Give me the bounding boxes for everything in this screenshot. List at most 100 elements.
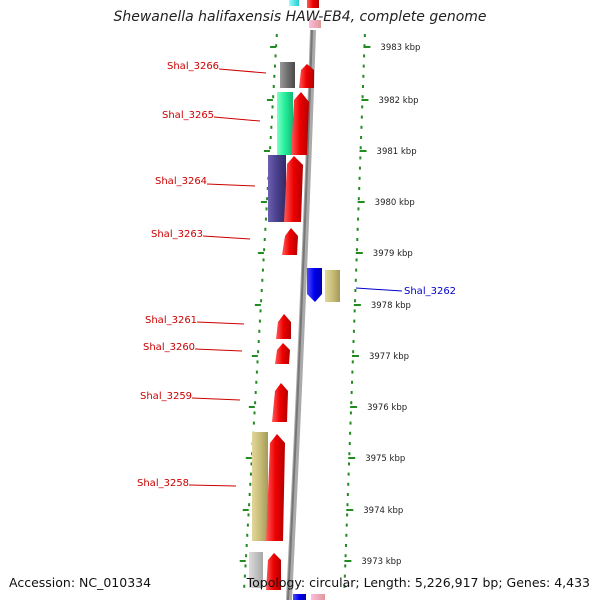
tick-dot [258,329,261,333]
tick-dot [243,584,246,588]
major-tick [351,355,359,357]
tick-label: 3973 kbp [361,557,401,567]
tick-dot [353,309,356,313]
tick-dot [350,401,353,405]
tick-dot [354,289,357,292]
gene-leader-line [213,116,261,122]
gene-label-shal-3263[interactable]: Shal_3263 [151,229,203,240]
tick-dot [362,74,365,78]
tick-dot [352,329,355,333]
feature-bottom-pink [311,594,325,600]
tick-dot [272,85,275,88]
tick-dot [275,44,278,48]
major-tick [361,99,369,101]
major-tick [260,201,267,203]
gene-arrow-shal-3263 [282,228,298,255]
tick-dot [271,105,274,109]
tick-dot [355,248,358,252]
tick-dot [352,350,355,354]
tick-dot [256,360,259,364]
major-tick [357,201,365,203]
cog-block-shal-3264 [268,155,286,222]
tick-dot [363,34,366,37]
tick-dot [254,391,257,394]
major-tick [350,406,358,408]
tick-dot [343,574,346,578]
tick-dot [245,554,248,558]
tick-dot [357,197,360,201]
tick-dot [349,411,352,415]
tick-dot [359,146,362,150]
gene-label-shal-3264[interactable]: Shal_3264 [155,176,207,187]
tick-dot [351,380,354,384]
tick-dot [357,217,360,221]
major-tick [348,457,356,459]
gene-label-shal-3262[interactable]: Shal_3262 [404,286,456,297]
tick-label: 3978 kbp [371,301,411,311]
major-tick [239,560,246,562]
gene-label-shal-3261[interactable]: Shal_3261 [145,315,197,326]
tick-dot [360,125,363,129]
tick-dot [353,319,356,323]
tick-dot [345,533,348,537]
gene-arrow-bottom [266,553,281,590]
gene-label-shal-3258[interactable]: Shal_3258 [137,478,189,489]
tick-label: 3981 kbp [377,147,417,157]
tick-label: 3976 kbp [367,403,407,413]
tick-dot [269,136,272,139]
tick-dot [255,380,258,384]
tick-dot [263,248,266,252]
tick-dot [249,482,252,486]
major-tick [266,99,273,101]
tick-dot [346,493,349,496]
major-tick [245,457,252,459]
gene-label-shal-3259[interactable]: Shal_3259 [140,391,192,402]
gene-label-shal-3266[interactable]: Shal_3266 [167,61,219,72]
tick-dot [269,146,272,150]
gene-leader-line [355,287,403,292]
tick-dot [255,370,258,374]
tick-dot [262,258,265,262]
tick-dot [346,513,349,517]
tick-dot [265,207,268,211]
tick-dot [275,34,278,37]
tick-dot [354,278,357,282]
tick-dot [270,125,273,129]
tick-dots-outer [343,34,366,588]
tick-dot [356,227,359,231]
tick-dot [244,564,247,568]
tick-dot [248,493,251,496]
tick-dot [253,411,256,415]
tick-labels: 3983 kbp 3982 kbp 3981 kbp 3980 kbp 3979 kbp… [239,43,420,567]
gene-label-shal-3265[interactable]: Shal_3265 [162,110,214,121]
tick-dot [349,421,352,425]
tick-dot [344,564,347,568]
tick-dot [358,187,361,190]
tick-dot [250,462,253,466]
tick-dot [252,421,255,425]
tick-dot [358,166,361,170]
major-tick [263,150,270,152]
tick-dot [257,350,260,354]
tick-dot [361,85,364,88]
tick-dot [273,64,276,68]
tick-dot [361,95,364,99]
gene-leader-line [206,183,256,187]
major-tick [344,560,352,562]
major-tick [257,252,264,254]
tick-dot [274,54,277,58]
tick-dot [345,523,348,527]
tick-dot [358,176,361,180]
genome-summary: Topology: circular; Length: 5,226,917 bp… [246,575,590,590]
major-tick [346,509,354,511]
gene-leader-line [202,235,251,240]
cog-block-shal-3266 [280,62,295,88]
tick-dot [260,299,263,303]
gene-label-shal-3260[interactable]: Shal_3260 [143,342,195,353]
major-tick [270,46,277,48]
tick-dot [357,207,360,211]
tick-dot [264,217,267,221]
gene-arrow-shal-3264 [284,156,303,222]
tick-dot [246,523,249,527]
